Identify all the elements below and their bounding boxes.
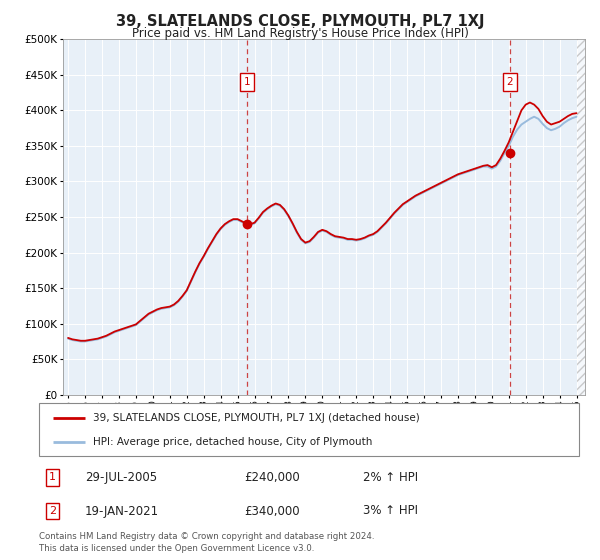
Text: Contains HM Land Registry data © Crown copyright and database right 2024.
This d: Contains HM Land Registry data © Crown c… [39, 532, 374, 553]
Text: 1: 1 [49, 473, 56, 482]
Text: HPI: Average price, detached house, City of Plymouth: HPI: Average price, detached house, City… [93, 437, 373, 447]
Text: £240,000: £240,000 [244, 471, 300, 484]
Text: 19-JAN-2021: 19-JAN-2021 [85, 505, 159, 517]
Text: 2: 2 [506, 77, 513, 87]
Text: 2% ↑ HPI: 2% ↑ HPI [363, 471, 418, 484]
Text: 39, SLATELANDS CLOSE, PLYMOUTH, PL7 1XJ: 39, SLATELANDS CLOSE, PLYMOUTH, PL7 1XJ [116, 14, 484, 29]
Text: 39, SLATELANDS CLOSE, PLYMOUTH, PL7 1XJ (detached house): 39, SLATELANDS CLOSE, PLYMOUTH, PL7 1XJ … [93, 413, 420, 423]
Text: 1: 1 [244, 77, 251, 87]
Text: Price paid vs. HM Land Registry's House Price Index (HPI): Price paid vs. HM Land Registry's House … [131, 27, 469, 40]
Text: 2: 2 [49, 506, 56, 516]
Text: 3% ↑ HPI: 3% ↑ HPI [363, 505, 418, 517]
Text: £340,000: £340,000 [244, 505, 300, 517]
Text: 29-JUL-2005: 29-JUL-2005 [85, 471, 157, 484]
